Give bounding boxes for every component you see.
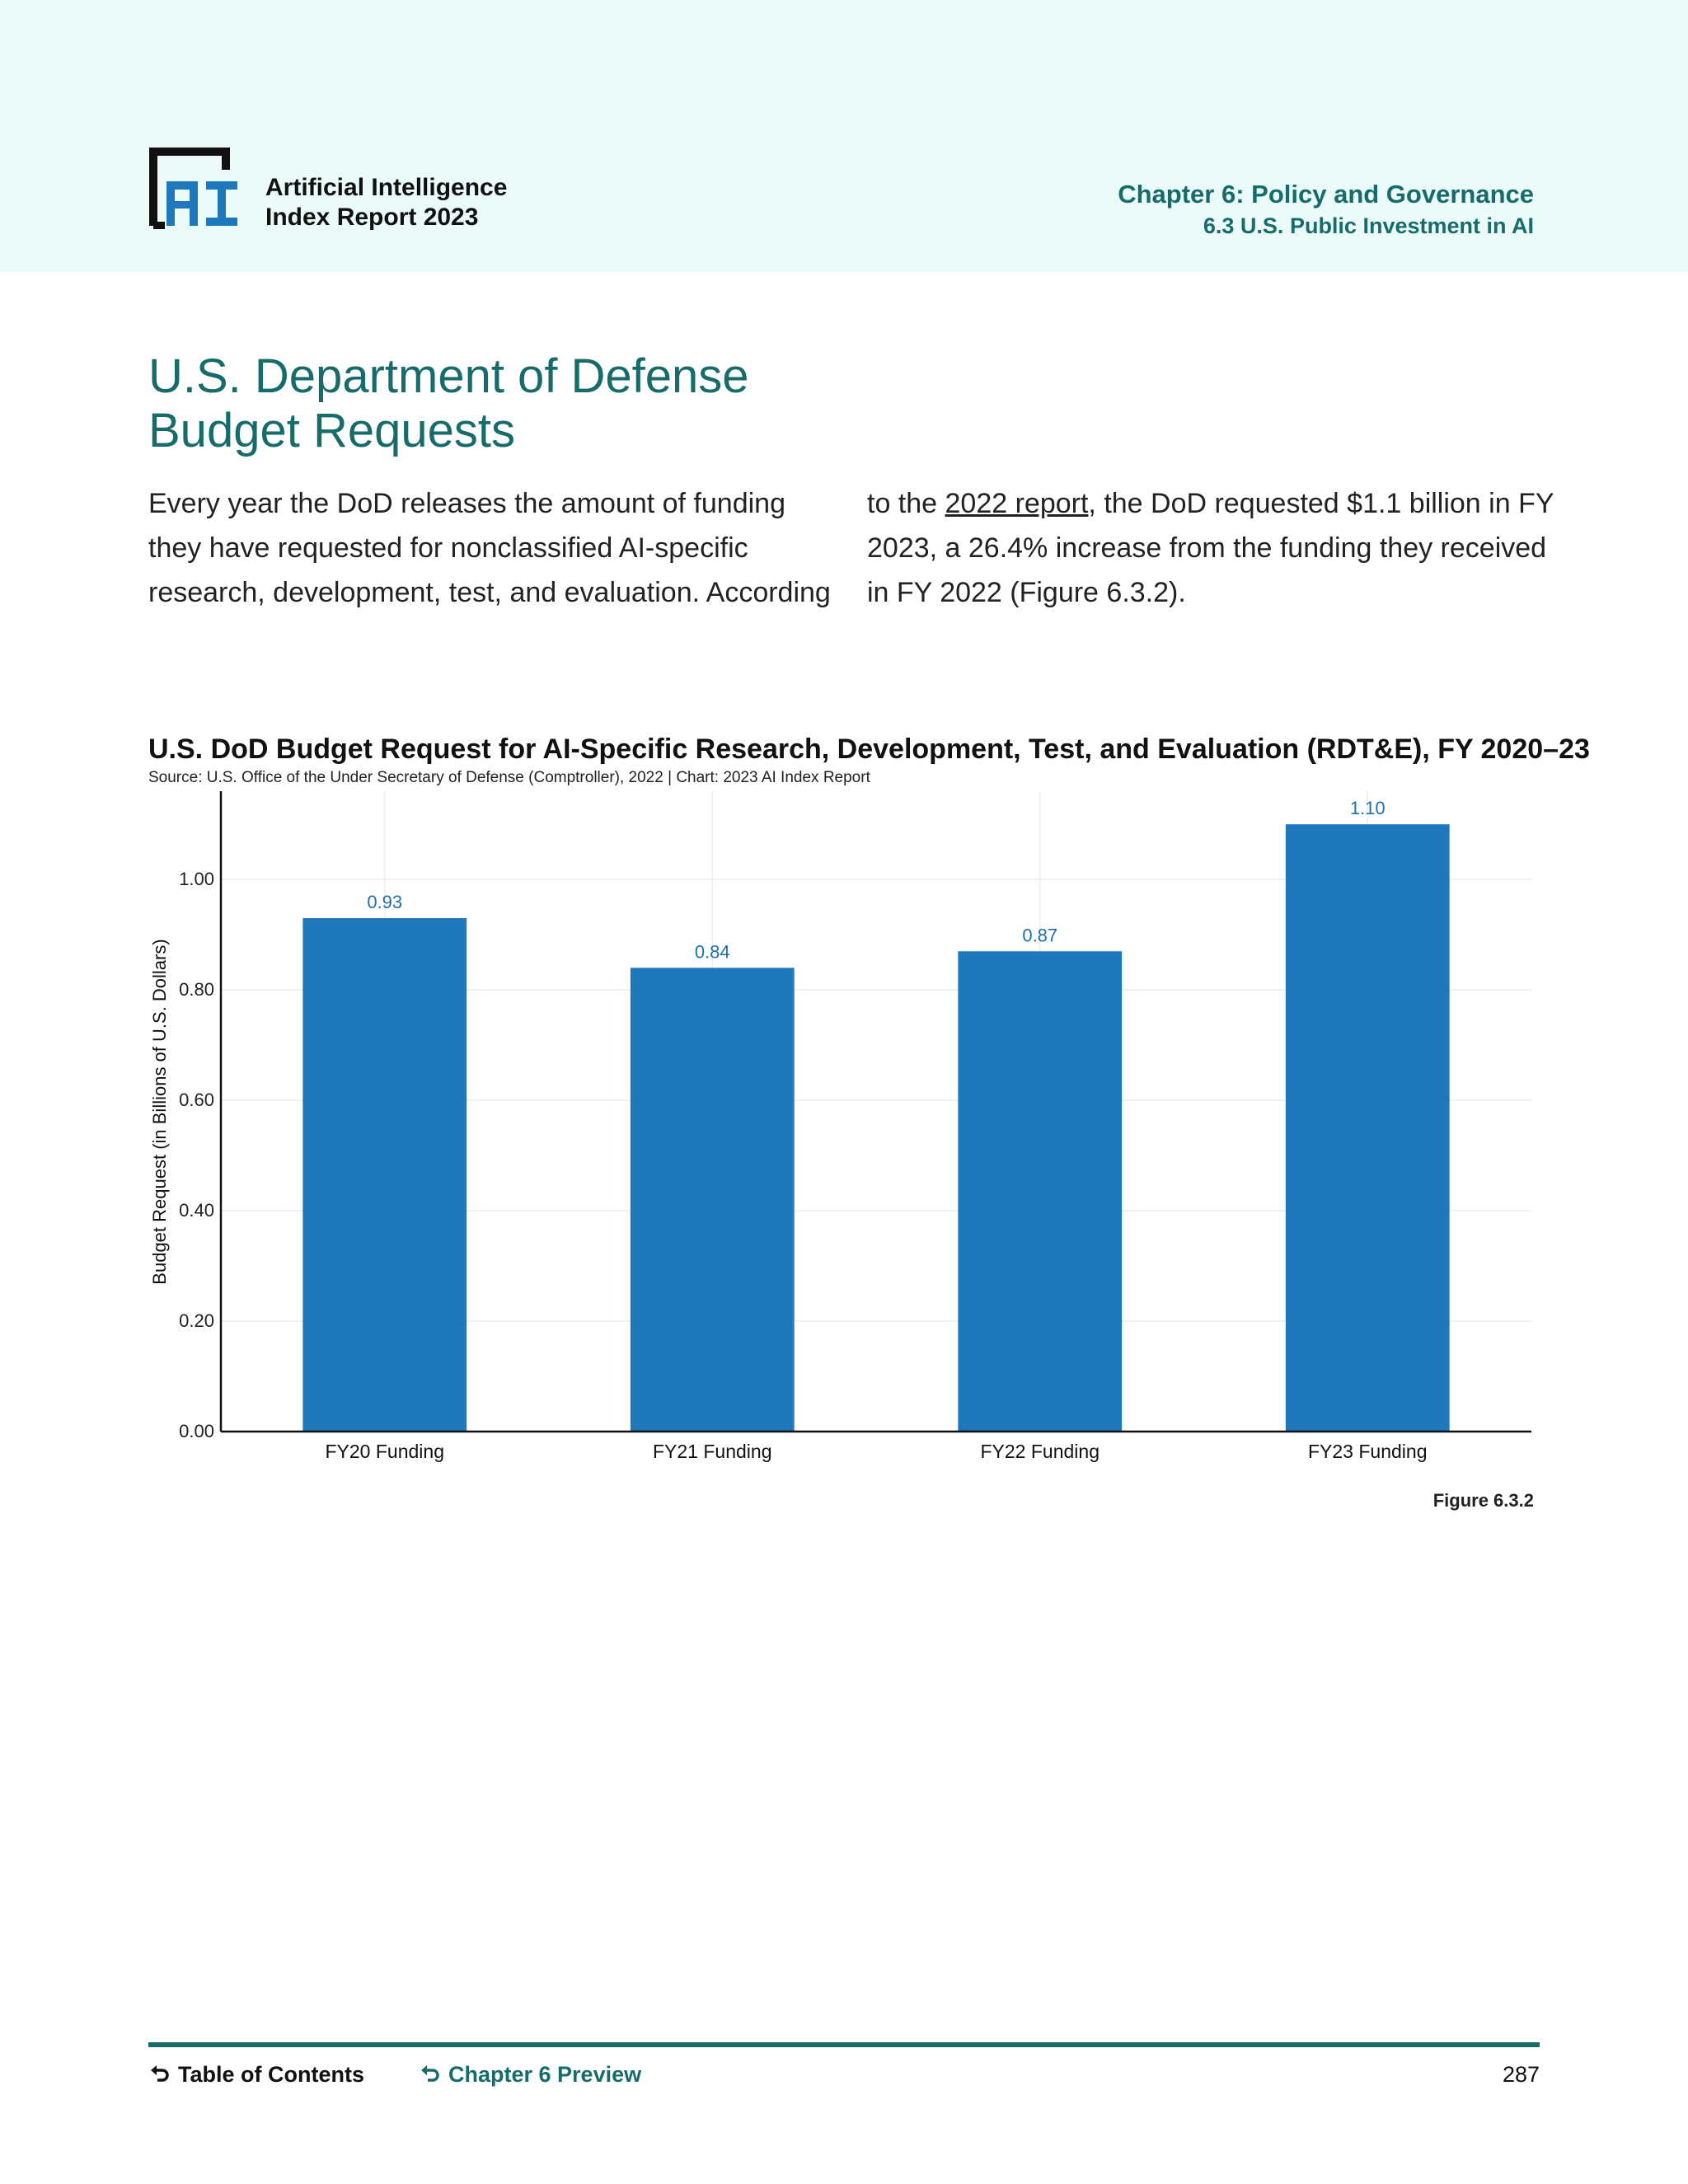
bar bbox=[630, 968, 795, 1432]
y-tick-label: 0.00 bbox=[179, 1421, 214, 1441]
report-name-line2: Index Report 2023 bbox=[265, 204, 479, 231]
body-right-line1: to the 2022 report, the DoD requested $1… bbox=[867, 481, 1554, 526]
body-right-line1-post: , the DoD requested $1.1 billion in FY bbox=[1088, 488, 1554, 519]
report-name-line1: Artificial Intelligence bbox=[265, 174, 508, 201]
footer-rule bbox=[148, 2042, 1540, 2047]
page-title: U.S. Department of Defense Budget Reques… bbox=[148, 349, 890, 458]
body-right-line2: 2023, a 26.4% increase from the funding … bbox=[867, 532, 1547, 564]
chapter-heading: Chapter 6: Policy and Governance 6.3 U.S… bbox=[1118, 178, 1534, 241]
return-arrow-icon bbox=[151, 2065, 169, 2082]
bar-value-label: 0.84 bbox=[695, 941, 730, 962]
body-left-line2: they have requested for nonclassified AI… bbox=[148, 532, 748, 564]
bar bbox=[302, 918, 467, 1432]
table-of-contents-link[interactable]: Table of Contents bbox=[148, 2062, 364, 2088]
table-of-contents-label: Table of Contents bbox=[178, 2062, 364, 2087]
ai-index-logo bbox=[149, 148, 237, 229]
x-tick-label: FY20 Funding bbox=[326, 1441, 444, 1462]
x-tick-label: FY22 Funding bbox=[981, 1441, 1100, 1462]
page-title-line1: U.S. Department of Defense bbox=[148, 349, 749, 403]
body-left-line3: research, development, test, and evaluat… bbox=[148, 577, 831, 608]
section-title: 6.3 U.S. Public Investment in AI bbox=[1203, 213, 1534, 238]
figure-label: Figure 6.3.2 bbox=[1432, 1490, 1534, 1511]
bar-value-label: 0.87 bbox=[1022, 925, 1057, 945]
y-tick-label: 0.60 bbox=[179, 1090, 214, 1110]
y-tick-label: 0.40 bbox=[179, 1200, 214, 1221]
y-tick-label: 0.80 bbox=[179, 979, 214, 1000]
y-axis-label: Budget Request (in Billions of U.S. Doll… bbox=[149, 939, 170, 1284]
chapter-preview-label: Chapter 6 Preview bbox=[448, 2062, 642, 2087]
chart-source: Source: U.S. Office of the Under Secreta… bbox=[148, 769, 870, 786]
report-name: Artificial Intelligence Index Report 202… bbox=[265, 173, 507, 232]
body-left-line1: Every year the DoD releases the amount o… bbox=[148, 488, 785, 519]
page-title-line2: Budget Requests bbox=[148, 404, 515, 457]
y-tick-label: 1.00 bbox=[179, 869, 214, 889]
report-2022-link[interactable]: 2022 report bbox=[945, 488, 1089, 519]
body-text-left: Every year the DoD releases the amount o… bbox=[148, 481, 832, 615]
chart-title: U.S. DoD Budget Request for AI-Specific … bbox=[148, 733, 1590, 765]
chapter-preview-link[interactable]: Chapter 6 Preview bbox=[419, 2062, 641, 2088]
bar bbox=[1285, 824, 1450, 1432]
chapter-title: Chapter 6: Policy and Governance bbox=[1118, 180, 1534, 209]
x-tick-label: FY21 Funding bbox=[653, 1441, 771, 1462]
body-text-right: to the 2022 report, the DoD requested $1… bbox=[867, 481, 1554, 615]
page-number: 287 bbox=[1502, 2062, 1540, 2087]
body-right-line1-pre: to the bbox=[867, 488, 945, 519]
bar bbox=[958, 951, 1123, 1432]
y-tick-label: 0.20 bbox=[179, 1310, 214, 1331]
x-tick-label: FY23 Funding bbox=[1308, 1441, 1427, 1462]
bar-value-label: 1.10 bbox=[1350, 798, 1386, 818]
body-right-line3: in FY 2022 (Figure 6.3.2). bbox=[867, 577, 1186, 608]
return-arrow-icon bbox=[421, 2065, 439, 2082]
bar-value-label: 0.93 bbox=[367, 892, 402, 912]
header-band bbox=[0, 0, 1688, 272]
